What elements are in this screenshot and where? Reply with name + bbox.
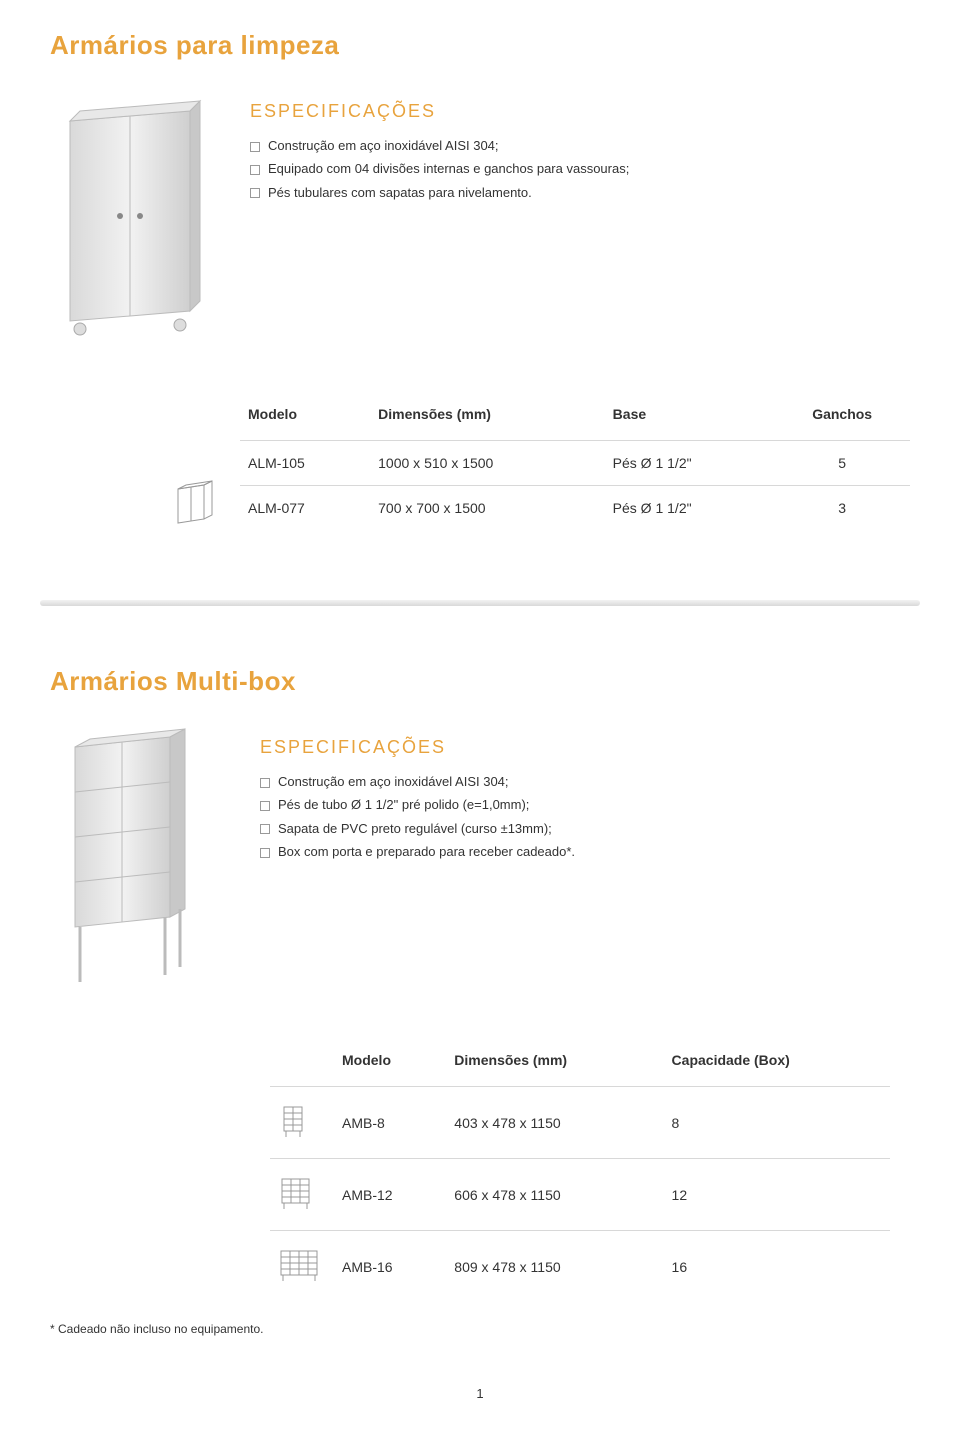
table-row: AMB-16 809 x 478 x 1150 16 <box>270 1231 890 1303</box>
multibox-8-icon <box>278 1101 318 1141</box>
cell: AMB-16 <box>334 1231 446 1303</box>
spec-item: Box com porta e preparado para receber c… <box>260 840 575 863</box>
table-limpeza: Modelo Dimensões (mm) Base Ganchos ALM-1… <box>240 396 910 530</box>
multibox-16-icon <box>278 1245 326 1285</box>
th-icon-col <box>270 1042 334 1087</box>
cell: 5 <box>774 441 910 486</box>
th-capacidade: Capacidade (Box) <box>664 1042 890 1087</box>
th-ganchos: Ganchos <box>774 396 910 441</box>
cell: 403 x 478 x 1150 <box>446 1087 663 1159</box>
table-multibox: Modelo Dimensões (mm) Capacidade (Box) <box>270 1042 890 1302</box>
cell: ALM-077 <box>240 486 370 531</box>
spec-heading-limpeza: ESPECIFICAÇÕES <box>250 101 629 122</box>
section-title-limpeza: Armários para limpeza <box>50 30 910 61</box>
section-divider <box>40 600 920 606</box>
th-modelo: Modelo <box>240 396 370 441</box>
cell: 700 x 700 x 1500 <box>370 486 605 531</box>
cell: Pés Ø 1 1/2" <box>605 441 775 486</box>
page-number: 1 <box>50 1386 910 1401</box>
spec-item: Pés tubulares com sapatas para nivelamen… <box>250 181 629 204</box>
cabinet-wire-icon <box>170 475 220 530</box>
table-row: ALM-077 700 x 700 x 1500 Pés Ø 1 1/2" 3 <box>240 486 910 531</box>
table-row: AMB-8 403 x 478 x 1150 8 <box>270 1087 890 1159</box>
cell: AMB-12 <box>334 1159 446 1231</box>
spec-block-limpeza: ESPECIFICAÇÕES Construção em aço inoxidá… <box>250 81 629 204</box>
section2-intro-row: ESPECIFICAÇÕES Construção em aço inoxidá… <box>50 717 910 1002</box>
th-dimensoes: Dimensões (mm) <box>370 396 605 441</box>
section-title-multibox: Armários Multi-box <box>50 666 910 697</box>
cell: 809 x 478 x 1150 <box>446 1231 663 1303</box>
footnote: * Cadeado não incluso no equipamento. <box>50 1322 910 1336</box>
cabinet-photo-multibox <box>50 717 210 1002</box>
row-icon <box>270 1087 334 1159</box>
cell: 3 <box>774 486 910 531</box>
cell: Pés Ø 1 1/2" <box>605 486 775 531</box>
cell: ALM-105 <box>240 441 370 486</box>
th-base: Base <box>605 396 775 441</box>
cell: 606 x 478 x 1150 <box>446 1159 663 1231</box>
section1-intro-row: ESPECIFICAÇÕES Construção em aço inoxidá… <box>50 81 910 346</box>
row-icon <box>270 1231 334 1303</box>
cell: 12 <box>664 1159 890 1231</box>
cell: AMB-8 <box>334 1087 446 1159</box>
spec-heading-multibox: ESPECIFICAÇÕES <box>260 737 575 758</box>
spec-item: Equipado com 04 divisões internas e ganc… <box>250 157 629 180</box>
row-icon <box>270 1159 334 1231</box>
cell: 8 <box>664 1087 890 1159</box>
table-wrap-limpeza: Modelo Dimensões (mm) Base Ganchos ALM-1… <box>170 396 910 530</box>
spec-item: Construção em aço inoxidável AISI 304; <box>260 770 575 793</box>
multibox-12-icon <box>278 1173 322 1213</box>
spec-list-limpeza: Construção em aço inoxidável AISI 304; E… <box>250 134 629 204</box>
th-dimensoes: Dimensões (mm) <box>446 1042 663 1087</box>
spec-item: Construção em aço inoxidável AISI 304; <box>250 134 629 157</box>
spec-block-multibox: ESPECIFICAÇÕES Construção em aço inoxidá… <box>260 717 575 864</box>
table-wrap-multibox: Modelo Dimensões (mm) Capacidade (Box) <box>270 1042 910 1302</box>
table-row: ALM-105 1000 x 510 x 1500 Pés Ø 1 1/2" 5 <box>240 441 910 486</box>
spec-item: Sapata de PVC preto regulável (curso ±13… <box>260 817 575 840</box>
cell: 16 <box>664 1231 890 1303</box>
cell: 1000 x 510 x 1500 <box>370 441 605 486</box>
spec-item: Pés de tubo Ø 1 1/2" pré polido (e=1,0mm… <box>260 793 575 816</box>
table-row: AMB-12 606 x 478 x 1150 12 <box>270 1159 890 1231</box>
cabinet-photo-limpeza <box>50 81 210 346</box>
th-modelo: Modelo <box>334 1042 446 1087</box>
spec-list-multibox: Construção em aço inoxidável AISI 304; P… <box>260 770 575 864</box>
